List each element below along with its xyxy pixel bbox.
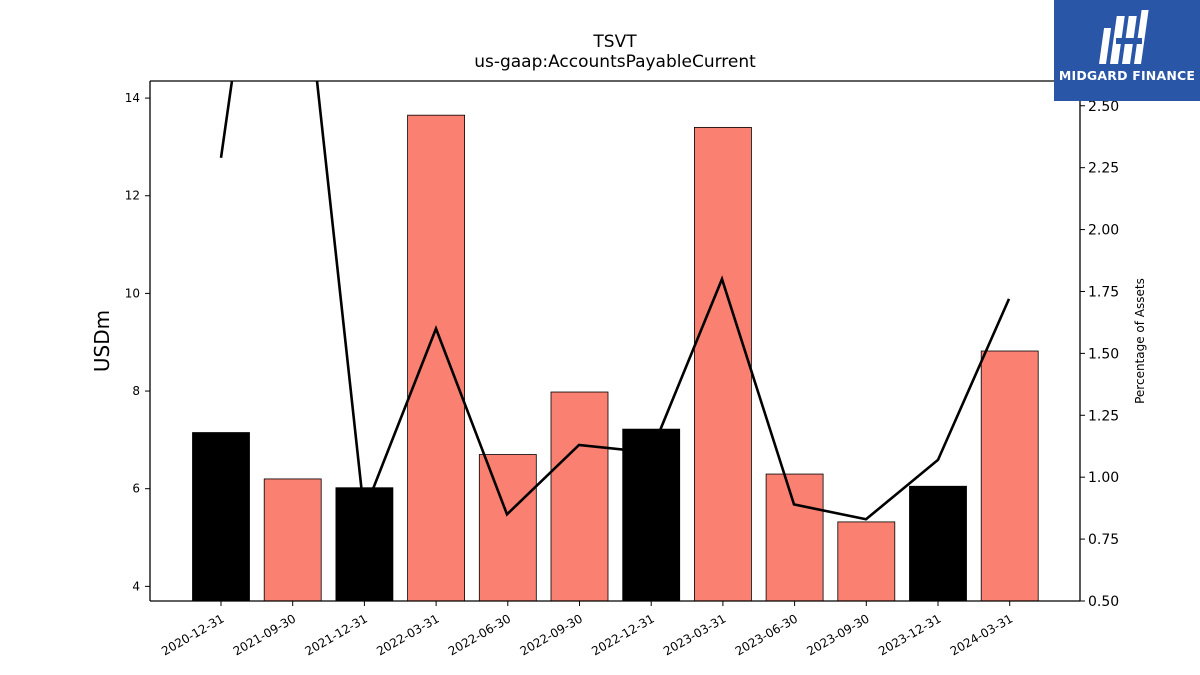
ytick-label-8: 8 — [132, 384, 140, 398]
xtick-label-2021-12-31: 2021-12-31 — [302, 611, 369, 658]
midgard-finance-logo: MIDGARD FINANCE — [1054, 0, 1200, 101]
xtick-label-2024-03-31: 2024-03-31 — [948, 611, 1015, 658]
xtick-label-2020-12-31: 2020-12-31 — [159, 611, 226, 658]
bar-2022-09-30 — [550, 391, 609, 602]
bar-2023-09-30 — [837, 521, 896, 602]
chart-subtitle: us-gaap:AccountsPayableCurrent — [474, 52, 756, 72]
bar-2023-06-30 — [765, 473, 824, 602]
y2tick-label-2.00: 2.00 — [1088, 223, 1119, 239]
y2tick-label-1.75: 1.75 — [1088, 284, 1119, 300]
ytick-label-6: 6 — [132, 482, 140, 496]
bar-2020-12-31 — [192, 432, 250, 602]
y2tick-label-1.50: 1.50 — [1088, 346, 1119, 362]
bar-2021-09-30 — [263, 478, 322, 602]
bar-2023-03-31 — [694, 126, 752, 602]
y2tick-label-2.50: 2.50 — [1088, 99, 1119, 115]
y2tick-label-2.25: 2.25 — [1088, 161, 1119, 177]
y2tick-label-0.75: 0.75 — [1088, 532, 1119, 548]
y2-axis-label: Percentage of Assets — [1133, 278, 1147, 404]
bar-2023-12-31 — [909, 485, 967, 602]
bar-2022-12-31 — [622, 428, 681, 602]
xtick-label-2022-12-31: 2022-12-31 — [589, 611, 656, 658]
y2tick-label-1.25: 1.25 — [1088, 408, 1119, 424]
ytick-label-14: 14 — [125, 91, 140, 105]
ytick-label-10: 10 — [125, 286, 140, 300]
xtick-label-2023-12-31: 2023-12-31 — [876, 611, 943, 658]
pct-assets-line — [219, 81, 1011, 521]
xtick-label-2023-06-30: 2023-06-30 — [733, 611, 800, 658]
bar-2022-06-30 — [478, 454, 537, 602]
y2tick-label-1.00: 1.00 — [1088, 470, 1119, 486]
bar-2024-03-31 — [980, 350, 1039, 602]
xtick-label-2023-09-30: 2023-09-30 — [804, 611, 871, 658]
xtick-label-2023-03-31: 2023-03-31 — [661, 611, 728, 658]
xtick-label-2021-09-30: 2021-09-30 — [231, 611, 298, 658]
xtick-label-2022-03-31: 2022-03-31 — [374, 611, 441, 658]
xtick-label-2022-06-30: 2022-06-30 — [446, 611, 513, 658]
y2tick-label-0.50: 0.50 — [1088, 594, 1119, 610]
midgard-logo-icon — [1099, 10, 1149, 64]
y-axis-label: USDm — [90, 310, 114, 372]
ytick-label-12: 12 — [125, 189, 140, 203]
logo-text: MIDGARD FINANCE — [1058, 68, 1196, 83]
chart-title: TSVT — [593, 32, 637, 52]
ytick-label-4: 4 — [132, 579, 140, 593]
bar-2022-03-31 — [407, 114, 466, 602]
xtick-label-2022-09-30: 2022-09-30 — [518, 611, 585, 658]
